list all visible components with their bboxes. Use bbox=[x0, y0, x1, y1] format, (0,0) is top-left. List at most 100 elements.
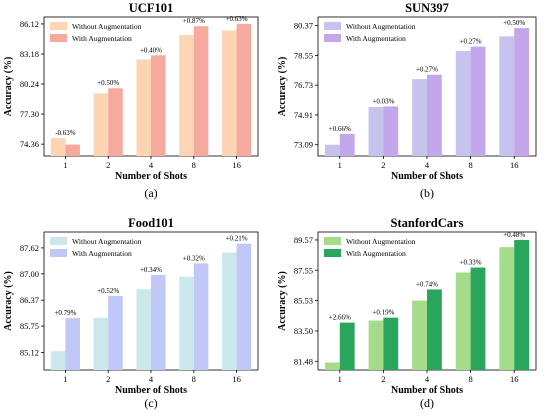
x-tick-label: 4 bbox=[149, 374, 154, 384]
bar-without-augmentation bbox=[368, 106, 384, 156]
bar-with-augmentation bbox=[383, 106, 399, 156]
y-tick-label: 85.75 bbox=[20, 321, 39, 331]
bar-with-augmentation bbox=[427, 289, 442, 370]
x-tick-label: 4 bbox=[425, 374, 430, 384]
bar-without-augmentation bbox=[222, 30, 237, 157]
x-tick-label: 8 bbox=[192, 160, 196, 170]
legend-label: With Augmentation bbox=[72, 34, 132, 43]
y-tick-label: 83.18 bbox=[20, 49, 39, 59]
chart-panel-4: StanfordCars 81.48 83.50 85.53 87.55 89.57 Acc… bbox=[277, 216, 537, 410]
delta-annotation: +0.63% bbox=[226, 15, 248, 23]
bar-with-augmentation bbox=[470, 46, 486, 156]
bar-without-augmentation bbox=[179, 35, 194, 157]
delta-annotation: +0.52% bbox=[97, 287, 119, 295]
y-tick-label: 87.62 bbox=[20, 243, 39, 253]
legend-swatch bbox=[324, 34, 341, 42]
legend-swatch bbox=[50, 34, 67, 42]
y-tick-label: 81.48 bbox=[294, 356, 313, 366]
chart-panel-3: Food101 85.12 85.75 86.37 87.00 87.62 Accuracy… bbox=[3, 216, 259, 410]
bar-with-augmentation bbox=[151, 275, 166, 370]
legend-label: Without Augmentation bbox=[72, 22, 142, 31]
x-axis-label: Number of Shots bbox=[391, 385, 463, 396]
x-axis-label: Number of Shots bbox=[391, 171, 463, 182]
x-tick-label: 2 bbox=[381, 374, 385, 384]
delta-annotation: -0.63% bbox=[55, 129, 76, 137]
y-axis-label: Accuracy (%) bbox=[277, 57, 288, 117]
legend-swatch bbox=[50, 22, 67, 30]
chart-panel-2: SUN397 73.09 74.91 76.73 78.55 80.37 Accuracy … bbox=[277, 1, 537, 200]
y-tick-label: 83.50 bbox=[294, 326, 313, 336]
y-tick-label: 87.55 bbox=[294, 265, 313, 275]
y-tick-label: 87.00 bbox=[20, 269, 39, 279]
y-tick-label: 74.91 bbox=[294, 110, 313, 120]
delta-annotation: +0.48% bbox=[503, 231, 525, 239]
bar-without-augmentation bbox=[93, 93, 109, 156]
x-tick-label: 16 bbox=[232, 160, 241, 170]
x-tick-label: 2 bbox=[106, 160, 110, 170]
chart-panel-1: UCF101 74.36 77.30 80.24 83.18 86.12 Accuracy … bbox=[3, 1, 259, 200]
delta-annotation: +0.34% bbox=[140, 266, 162, 274]
x-tick-label: 1 bbox=[338, 374, 342, 384]
y-axis-label: Accuracy (%) bbox=[3, 271, 14, 331]
chart-title: StanfordCars bbox=[391, 216, 464, 230]
bar-with-augmentation bbox=[339, 133, 355, 156]
bar-with-augmentation bbox=[383, 317, 399, 370]
bar-with-augmentation bbox=[236, 243, 252, 370]
bar-with-augmentation bbox=[65, 144, 80, 156]
chart-title: UCF101 bbox=[129, 1, 173, 15]
delta-annotation: +0.87% bbox=[183, 17, 205, 25]
x-tick-label: 8 bbox=[192, 374, 196, 384]
bar-without-augmentation bbox=[455, 272, 471, 370]
subfigure-label: (c) bbox=[144, 396, 157, 410]
bar-without-augmentation bbox=[179, 276, 194, 370]
x-axis-label: Number of Shots bbox=[115, 171, 187, 182]
x-tick-label: 8 bbox=[468, 160, 472, 170]
bar-with-augmentation bbox=[514, 239, 530, 370]
y-tick-label: 85.53 bbox=[294, 296, 313, 306]
delta-annotation: +0.50% bbox=[503, 19, 525, 27]
bar-without-augmentation bbox=[324, 362, 340, 370]
delta-annotation: +0.27% bbox=[460, 38, 482, 46]
chart-title: Food101 bbox=[128, 216, 174, 230]
x-tick-label: 2 bbox=[106, 374, 110, 384]
delta-annotation: +0.66% bbox=[329, 125, 351, 133]
x-tick-label: 1 bbox=[63, 160, 67, 170]
delta-annotation: +0.27% bbox=[416, 66, 438, 74]
x-tick-label: 1 bbox=[63, 374, 67, 384]
x-tick-label: 1 bbox=[338, 160, 342, 170]
y-tick-label: 78.55 bbox=[294, 50, 313, 60]
bar-without-augmentation bbox=[412, 79, 427, 156]
legend-label: Without Augmentation bbox=[346, 237, 416, 246]
y-tick-label: 89.57 bbox=[294, 235, 313, 245]
bar-without-augmentation bbox=[50, 138, 66, 156]
x-tick-label: 8 bbox=[468, 374, 472, 384]
legend-label: Without Augmentation bbox=[72, 237, 142, 246]
bar-without-augmentation bbox=[412, 300, 427, 370]
delta-annotation: +0.40% bbox=[140, 46, 162, 54]
legend-swatch bbox=[50, 249, 67, 257]
subfigure-label: (d) bbox=[420, 396, 434, 410]
delta-annotation: +2.66% bbox=[329, 314, 351, 322]
bar-without-augmentation bbox=[455, 51, 471, 157]
bar-with-augmentation bbox=[470, 267, 486, 370]
bar-without-augmentation bbox=[499, 247, 515, 370]
bar-with-augmentation bbox=[108, 295, 123, 370]
y-axis-label: Accuracy (%) bbox=[3, 57, 14, 117]
bar-with-augmentation bbox=[108, 88, 123, 156]
subfigure-label: (b) bbox=[420, 186, 434, 200]
y-tick-label: 80.37 bbox=[294, 21, 313, 31]
delta-annotation: +0.79% bbox=[54, 309, 76, 317]
delta-annotation: +0.03% bbox=[372, 97, 394, 105]
legend-swatch bbox=[324, 22, 341, 30]
x-tick-label: 4 bbox=[425, 160, 430, 170]
y-tick-label: 86.12 bbox=[20, 19, 39, 29]
x-axis-label: Number of Shots bbox=[115, 385, 187, 396]
bar-with-augmentation bbox=[514, 28, 530, 156]
legend-swatch bbox=[324, 237, 341, 245]
y-tick-label: 73.09 bbox=[294, 140, 313, 150]
legend-label: With Augmentation bbox=[72, 249, 132, 258]
bar-without-augmentation bbox=[368, 320, 384, 370]
x-tick-label: 16 bbox=[510, 374, 519, 384]
y-tick-label: 85.12 bbox=[20, 347, 39, 357]
